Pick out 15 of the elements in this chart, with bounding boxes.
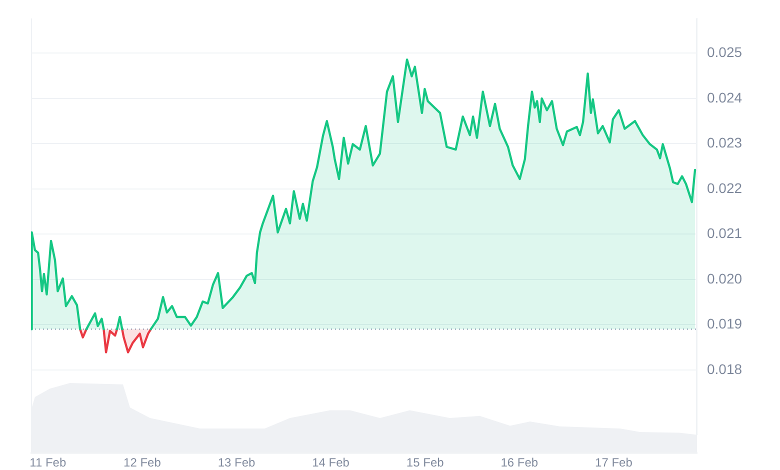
x-tick-label: 16 Feb xyxy=(500,456,538,470)
y-tick-label: 0.025 xyxy=(707,44,742,60)
y-tick-label: 0.018 xyxy=(707,360,742,377)
y-tick-label: 0.022 xyxy=(707,180,742,196)
x-tick-label: 11 Feb xyxy=(30,456,66,470)
x-tick-label: 17 Feb xyxy=(595,456,633,470)
x-tick-label: 14 Feb xyxy=(312,456,350,470)
x-tick-label: 12 Feb xyxy=(124,456,162,470)
y-tick-label: 0.019 xyxy=(707,316,742,332)
y-tick-label: 0.023 xyxy=(707,134,742,151)
y-tick-label: 0.024 xyxy=(707,89,742,106)
x-tick-label: 15 Feb xyxy=(406,456,444,470)
y-tick-label: 0.021 xyxy=(707,225,742,242)
x-tick-label: 13 Feb xyxy=(218,456,256,470)
y-tick-label: 0.020 xyxy=(707,270,742,286)
